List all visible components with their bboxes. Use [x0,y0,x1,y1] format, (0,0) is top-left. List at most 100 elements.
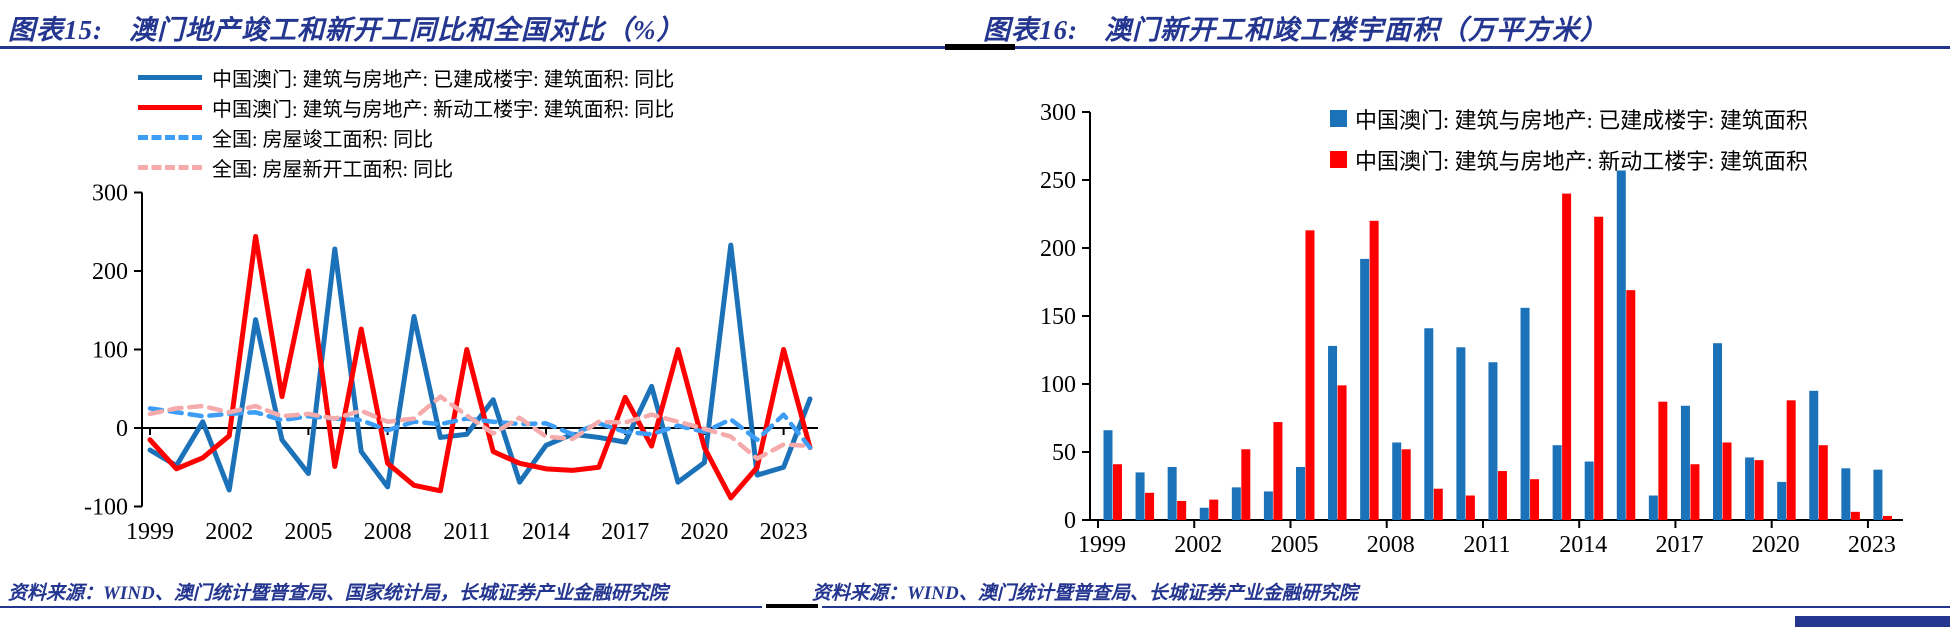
legend-label: 中国澳门: 建筑与房地产: 新动工楼宇: 建筑面积 [1355,148,1808,174]
x-tick-label: 1999 [1078,532,1126,558]
blue-solid-line-icon [138,74,202,80]
bar-completed-2016 [1648,495,1658,520]
blue-square-icon [1330,110,1347,127]
y-tick-label: 200 [1040,236,1076,262]
bar-started-2006 [1337,385,1347,520]
bar-started-2013 [1562,193,1572,520]
y-tick-label: 100 [92,338,128,364]
bar-started-2009 [1433,488,1443,520]
right-bar-chart: 0 50 100 150 200 250 300 1999 2002 2005 2008 2011 20… [1040,100,1903,558]
x-tick-label: 2002 [205,519,253,545]
bar-completed-2007 [1360,258,1370,520]
bar-started-2016 [1658,401,1668,520]
y-tick-label: 200 [92,259,128,285]
legend-item-macau-completed-yoy: 中国澳门: 建筑与房地产: 已建成楼宇: 建筑面积: 同比 [138,62,674,92]
legend-item-macau-started-yoy: 中国澳门: 建筑与房地产: 新动工楼宇: 建筑面积: 同比 [138,92,674,122]
bar-completed-2019 [1745,457,1755,520]
bar-completed-2006 [1328,345,1338,520]
x-tick-label: 2023 [760,519,808,545]
bar-started-2022 [1850,511,1860,520]
bar-started-2023 [1882,515,1892,520]
y-tick-label: 0 [1064,508,1076,534]
x-tick-label: 2014 [522,519,570,545]
right-chart-legend: 中国澳门: 建筑与房地产: 已建成楼宇: 建筑面积 中国澳门: 建筑与房地产: … [1330,98,1808,180]
bar-completed-2020 [1777,481,1787,520]
series-line-3 [147,394,813,461]
bar-started-2002 [1209,499,1219,520]
blue-dashed-line-icon [138,134,202,140]
pink-dashed-line-icon [138,164,202,170]
series-line-0 [147,242,813,493]
legend-item-completed-area: 中国澳门: 建筑与房地产: 已建成楼宇: 建筑面积 [1330,98,1808,139]
bar-completed-2012 [1520,307,1530,520]
bar-started-2012 [1530,479,1540,520]
bottom-black-segment [766,604,818,608]
title-divider-black-segment [945,44,1015,50]
x-tick-label: 2008 [1367,532,1415,558]
bar-started-2007 [1369,220,1379,521]
x-tick-label: 2011 [443,519,490,545]
left-title-text: 澳门地产竣工和新开工同比和全国对比（%） [129,15,685,45]
bottom-right-corner-bar [1795,616,1950,627]
legend-label: 中国澳门: 建筑与房地产: 新动工楼宇: 建筑面积: 同比 [212,98,675,121]
bar-started-2011 [1497,471,1507,520]
left-chart-title: 图表15: 澳门地产竣工和新开工同比和全国对比（%） [8,8,685,47]
bar-completed-2023 [1873,469,1883,520]
legend-item-started-area: 中国澳门: 建筑与房地产: 新动工楼宇: 建筑面积 [1330,139,1808,180]
bar-completed-2005 [1295,466,1305,520]
y-tick-label: 100 [1040,372,1076,398]
bar-started-2018 [1722,442,1732,520]
bar-completed-2008 [1392,442,1402,520]
bar-completed-2000 [1135,472,1145,520]
x-tick-label: 2005 [1270,532,1318,558]
bar-completed-2017 [1680,405,1690,520]
bar-started-1999 [1113,464,1122,520]
legend-item-national-started-yoy: 全国: 房屋新开工面积: 同比 [138,152,674,182]
bar-started-2005 [1305,230,1315,520]
bar-completed-2021 [1809,390,1819,520]
bar-started-2004 [1273,422,1283,520]
bar-completed-2002 [1199,507,1209,520]
bar-started-2008 [1401,449,1411,520]
bar-started-2014 [1594,216,1604,520]
y-tick-label: 300 [1040,100,1076,126]
x-tick-label: 2002 [1174,532,1222,558]
x-tick-label: 1999 [126,519,174,545]
x-tick-label: 2008 [364,519,412,545]
bar-started-2017 [1690,464,1700,520]
right-title-text: 澳门新开工和竣工楼宇面积（万平方米） [1104,15,1608,45]
x-tick-label: 2011 [1463,532,1510,558]
bar-started-2010 [1465,495,1475,520]
y-tick-label: 300 [92,181,128,207]
x-tick-label: 2014 [1559,532,1607,558]
bar-started-2019 [1754,460,1764,520]
left-source-note: 资料来源：WIND、澳门统计暨普查局、国家统计局，长城证券产业金融研究院 [8,583,668,604]
x-tick-label: 2005 [284,519,332,545]
left-bottom-rule [0,606,762,608]
right-title-prefix: 图表16: [983,15,1078,45]
series-line-2 [147,406,813,450]
bar-completed-2022 [1841,468,1851,520]
y-tick-label: -100 [84,495,128,521]
bar-completed-2001 [1167,466,1177,520]
bar-completed-2003 [1231,487,1241,520]
right-source-note: 资料来源：WIND、澳门统计暨普查局、长城证券产业金融研究院 [812,583,1358,604]
y-tick-label: 150 [1040,304,1076,330]
bar-started-2003 [1241,449,1251,520]
red-square-icon [1330,151,1347,168]
bar-completed-2010 [1456,347,1466,520]
bar-completed-2009 [1424,328,1434,520]
x-tick-label: 2023 [1848,532,1896,558]
bar-completed-2013 [1552,445,1562,520]
x-tick-label: 2017 [601,519,649,545]
bar-completed-2014 [1584,461,1594,520]
right-chart-title: 图表16: 澳门新开工和竣工楼宇面积（万平方米） [983,8,1608,47]
legend-label: 中国澳门: 建筑与房地产: 已建成楼宇: 建筑面积 [1355,107,1808,133]
bar-completed-1999 [1103,430,1113,520]
x-tick-label: 2020 [1752,532,1800,558]
red-solid-line-icon [138,104,202,110]
bar-started-2021 [1818,445,1828,520]
legend-item-national-completed-yoy: 全国: 房屋竣工面积: 同比 [138,122,674,152]
